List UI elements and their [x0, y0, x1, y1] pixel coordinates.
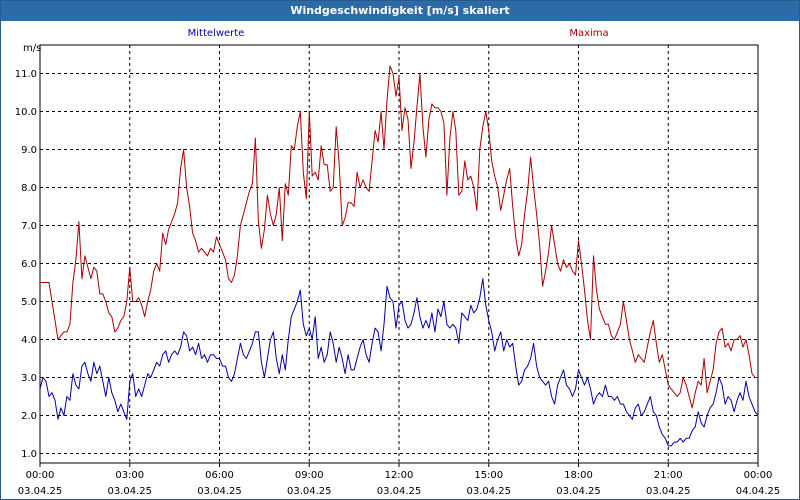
series-line-maxima — [40, 65, 758, 409]
y-tick-label: 3.0 — [21, 373, 37, 384]
x-tick-time: 12:00 — [385, 470, 414, 481]
y-tick-label: 7.0 — [21, 221, 37, 232]
y-tick-label: 8.0 — [21, 183, 37, 194]
x-tick-time: 00:00 — [26, 470, 55, 481]
x-tick-time: 06:00 — [205, 470, 234, 481]
y-axis-unit-label: m/s — [23, 43, 41, 54]
x-tick-date: 03.04.25 — [466, 486, 511, 497]
x-tick-date: 03.04.25 — [556, 486, 601, 497]
y-tick-label: 2.0 — [21, 411, 37, 422]
y-tick-label: 10.0 — [15, 107, 37, 118]
y-tick-label: 9.0 — [21, 145, 37, 156]
x-tick-time: 03:00 — [115, 470, 144, 481]
plot-area-border — [39, 44, 759, 464]
x-tick-date: 03.04.25 — [197, 486, 242, 497]
x-tick-time: 18:00 — [564, 470, 593, 481]
grid — [40, 45, 758, 463]
y-tick-label: 5.0 — [21, 297, 37, 308]
x-tick-date: 03.04.25 — [18, 486, 63, 497]
x-tick-time: 09:00 — [295, 470, 324, 481]
axes: 1.0 2.0 3.0 4.0 5.0 6.0 7.0 8.0 9.0 10.0 11.0 00:00… — [15, 44, 781, 497]
x-tick-date: 04.04.25 — [736, 486, 781, 497]
x-tick-date: 03.04.25 — [107, 486, 152, 497]
x-tick-date: 03.04.25 — [377, 486, 422, 497]
chart-title: Windgeschwindigkeit [m/s] skaliert — [1, 1, 799, 21]
y-tick-label: 4.0 — [21, 335, 37, 346]
legend-mittelwerte: Mittelwerte — [188, 28, 245, 39]
legend-maxima: Maxima — [569, 28, 608, 39]
y-tick-label: 6.0 — [21, 259, 37, 270]
series-line-mittelwerte — [39, 278, 759, 447]
y-tick-label: 1.0 — [21, 449, 37, 460]
x-tick-date: 03.04.25 — [646, 486, 691, 497]
x-tick-time: 15:00 — [474, 470, 503, 481]
x-tick-time: 21:00 — [654, 470, 683, 481]
x-tick-time: 00:00 — [744, 470, 773, 481]
chart-canvas: 1.0 2.0 3.0 4.0 5.0 6.0 7.0 8.0 9.0 10.0 11.0 00:00… — [15, 28, 781, 497]
y-tick-label: 11.0 — [15, 69, 37, 80]
series-layer — [39, 65, 759, 447]
x-tick-date: 03.04.25 — [287, 486, 332, 497]
